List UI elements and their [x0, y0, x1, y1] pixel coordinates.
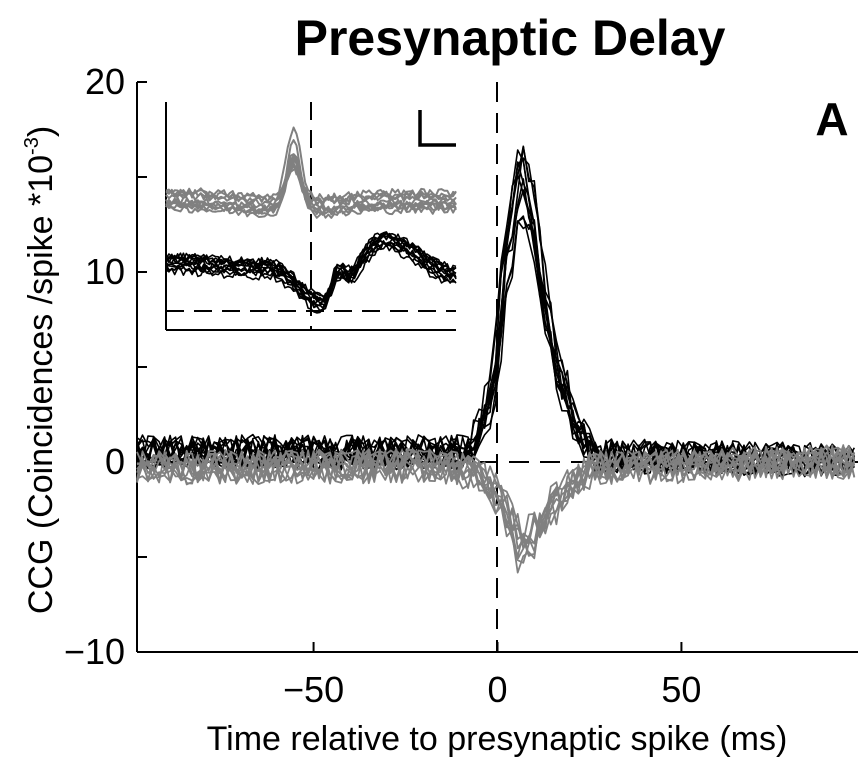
x-tick-label: 50: [661, 669, 701, 710]
inset-black-trace: [165, 231, 457, 302]
y-tick-label: −10: [64, 631, 125, 672]
x-axis-label: Time relative to presynaptic spike (ms): [207, 720, 788, 758]
y-tick-label: 10: [85, 251, 125, 292]
panel-label: A: [815, 93, 848, 145]
x-tick-label: 0: [487, 669, 507, 710]
inset-black-trace: [165, 240, 457, 307]
y-axis-label-close: ): [22, 126, 60, 137]
gray-trace: [136, 445, 856, 560]
black-trace: [136, 145, 855, 475]
x-tick-label: −50: [283, 669, 344, 710]
inset-black-trace: [165, 244, 457, 314]
inset-gray-trace: [165, 156, 457, 215]
black-trace: [136, 220, 855, 476]
gray-trace: [136, 444, 856, 564]
black-trace: [136, 215, 855, 475]
inset-gray-trace: [165, 166, 457, 207]
y-axis-label-main: CCG (Coincidences /spike *10: [22, 155, 60, 614]
y-tick-label: 20: [85, 61, 125, 102]
inset-scale-bar: [418, 110, 456, 147]
inset-plot: [165, 102, 457, 331]
y-axis-label-exponent: -3: [21, 137, 43, 155]
inset-gray-trace: [165, 159, 457, 216]
chart-title: Presynaptic Delay: [295, 10, 726, 66]
y-tick-label: 0: [105, 441, 125, 482]
gray-trace: [136, 444, 856, 548]
y-axis-label: CCG (Coincidences /spike *10-3): [21, 126, 60, 614]
gray-trace: [136, 444, 856, 544]
black-trace: [136, 149, 856, 475]
gray-trace: [136, 444, 856, 556]
